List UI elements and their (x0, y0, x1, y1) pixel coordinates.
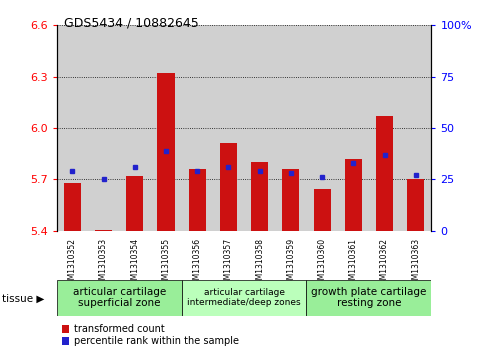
Bar (275, 25, 307, 231)
Bar (126, 176, 143, 231)
Text: GSM1310355: GSM1310355 (162, 238, 171, 289)
Bar (57, 280, 181, 316)
Bar (369, 25, 400, 231)
Bar (181, 280, 307, 316)
Text: GSM1310357: GSM1310357 (224, 238, 233, 289)
Bar (338, 25, 369, 231)
Bar (213, 25, 244, 231)
Bar (282, 169, 299, 231)
Text: GSM1310363: GSM1310363 (411, 238, 420, 289)
Text: GSM1310358: GSM1310358 (255, 238, 264, 289)
Bar (314, 189, 331, 231)
Bar (64, 183, 81, 231)
Text: GSM1310356: GSM1310356 (193, 238, 202, 289)
Text: GSM1310359: GSM1310359 (286, 238, 295, 289)
Bar (189, 169, 206, 231)
Bar (95, 230, 112, 231)
Legend: transformed count, percentile rank within the sample: transformed count, percentile rank withi… (62, 324, 239, 346)
Bar (307, 25, 338, 231)
Text: GSM1310360: GSM1310360 (317, 238, 326, 289)
Bar (150, 25, 181, 231)
Bar (244, 25, 275, 231)
Text: growth plate cartilage
resting zone: growth plate cartilage resting zone (311, 287, 426, 309)
Bar (345, 159, 362, 231)
Bar (407, 179, 424, 231)
Bar (157, 73, 175, 231)
Text: GSM1310353: GSM1310353 (99, 238, 108, 289)
Text: GSM1310361: GSM1310361 (349, 238, 358, 289)
Bar (251, 162, 268, 231)
Bar (307, 280, 431, 316)
Text: GDS5434 / 10882645: GDS5434 / 10882645 (64, 16, 199, 29)
Bar (119, 25, 150, 231)
Bar (376, 116, 393, 231)
Text: GSM1310352: GSM1310352 (68, 238, 77, 289)
Text: tissue ▶: tissue ▶ (2, 293, 45, 303)
Text: GSM1310362: GSM1310362 (380, 238, 389, 289)
Bar (57, 25, 88, 231)
Bar (181, 25, 213, 231)
Bar (220, 143, 237, 231)
Bar (400, 25, 431, 231)
Text: articular cartilage
superficial zone: articular cartilage superficial zone (72, 287, 166, 309)
Text: articular cartilage
intermediate/deep zones: articular cartilage intermediate/deep zo… (187, 288, 301, 307)
Bar (88, 25, 119, 231)
Text: GSM1310354: GSM1310354 (130, 238, 139, 289)
